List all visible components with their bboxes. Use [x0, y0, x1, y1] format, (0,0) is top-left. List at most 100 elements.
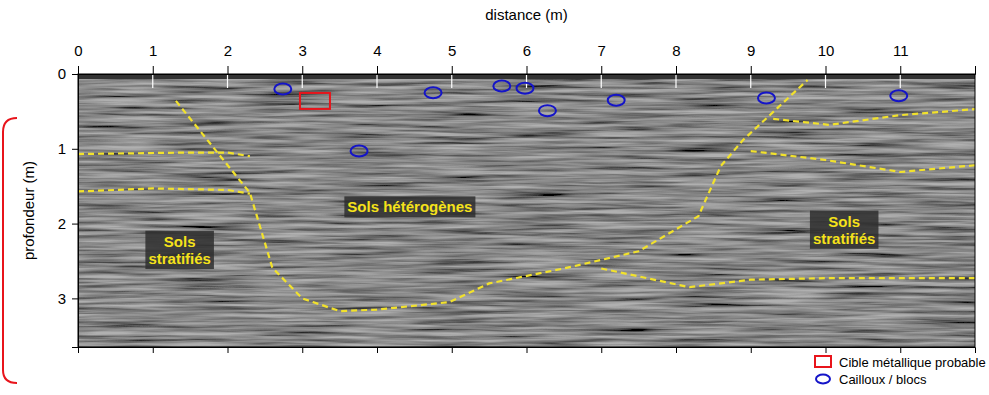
x-tick: 10	[818, 42, 835, 74]
legend-label: Cible métallique probable	[839, 355, 986, 370]
interface-line	[176, 80, 808, 311]
x-tick-bottom	[153, 347, 154, 353]
radargram-background	[78, 74, 975, 347]
y-tick-mark	[72, 298, 78, 299]
x-tick: 7	[598, 42, 606, 74]
annotation-line: Sols	[828, 213, 860, 230]
pebble	[608, 95, 625, 106]
x-tick: 8	[672, 42, 680, 74]
interface-line	[78, 188, 250, 193]
inner-ticks	[78, 74, 900, 88]
annotation: Solsstratifiés	[810, 211, 879, 249]
annotations: SolsstratifiésSols hétérogènesSolsstrati…	[145, 196, 878, 269]
y-axis: 0123	[58, 65, 79, 347]
x-tick-mark	[527, 347, 528, 353]
x-tick: 2	[224, 42, 232, 74]
annotation-line: stratifiés	[813, 230, 876, 247]
plot-area	[78, 80, 975, 311]
x-tick-bottom	[601, 347, 602, 353]
inner-tick	[750, 74, 751, 88]
interface-line	[601, 268, 975, 287]
x-tick-mark	[228, 347, 229, 353]
x-tick-label: 2	[224, 42, 232, 59]
inner-tick	[227, 74, 228, 88]
inner-tick	[451, 74, 452, 88]
x-tick: 6	[523, 42, 531, 74]
x-tick-mark	[751, 66, 752, 74]
inner-tick	[376, 74, 377, 88]
annotation: Solsstratifiés	[145, 231, 214, 269]
radargram-texture	[78, 74, 975, 347]
x-tick-bottom	[377, 347, 378, 353]
pebble	[425, 87, 442, 98]
x-tick-label: 5	[448, 42, 456, 59]
x-tick-label: 11	[893, 42, 909, 59]
pebble	[890, 90, 907, 101]
annotation-text: Sols hétérogènes	[347, 198, 472, 215]
x-tick-mark	[676, 66, 677, 74]
inner-tick	[601, 74, 602, 88]
interface-line	[773, 109, 975, 125]
y-tick-label: 2	[58, 215, 66, 232]
inner-tick	[302, 74, 303, 88]
x-tick: 5	[448, 42, 456, 74]
x-tick: 3	[299, 42, 307, 74]
y-tick-mark	[72, 149, 78, 150]
x-tick-mark	[228, 66, 229, 74]
x-tick-label: 6	[523, 42, 531, 59]
annotation-box	[810, 211, 879, 249]
x-tick-mark	[377, 66, 378, 74]
x-tick-mark	[676, 347, 677, 353]
pebble	[351, 146, 368, 157]
x-tick-mark	[601, 347, 602, 353]
x-tick-mark	[826, 347, 827, 353]
x-tick-mark	[452, 347, 453, 353]
chart: 012345678910110123distance (m)profondeur…	[0, 0, 989, 395]
x-axis-line	[79, 348, 976, 354]
x-tick-bottom	[900, 347, 901, 353]
y-tick-label: 3	[58, 290, 66, 307]
interface-line	[751, 151, 975, 172]
x-tick-label: 10	[818, 42, 835, 59]
y-axis-title: profondeur (m)	[20, 161, 37, 260]
x-tick-mark	[527, 66, 528, 74]
x-tick-bottom	[452, 347, 453, 353]
x-tick-bottom	[527, 347, 528, 353]
pebble	[493, 80, 510, 91]
x-tick-mark	[302, 347, 303, 353]
legend-marker	[815, 356, 831, 367]
annotation: Sols hétérogènes	[344, 196, 475, 217]
y-axis-line	[72, 75, 79, 348]
x-tick-mark	[826, 66, 827, 74]
x-tick: 9	[747, 42, 755, 74]
x-tick-label: 8	[672, 42, 680, 59]
inner-tick	[526, 74, 527, 88]
x-tick-mark	[601, 66, 602, 74]
y-tick: 2	[58, 215, 78, 232]
annotation-box	[344, 196, 475, 217]
legend-marker	[816, 375, 830, 384]
x-tick-mark	[900, 66, 901, 74]
y-tick-mark	[72, 224, 78, 225]
pebble	[517, 83, 534, 94]
x-tick-label: 1	[149, 42, 157, 59]
annotation-box	[145, 231, 214, 269]
annotation-line: stratifiés	[148, 250, 211, 267]
metal-target	[300, 93, 330, 109]
x-tick: 0	[74, 42, 82, 74]
x-tick-bottom	[676, 347, 677, 353]
annotation-text: Solsstratifiés	[813, 213, 876, 247]
x-tick-mark	[751, 347, 752, 353]
inner-tick	[825, 74, 826, 88]
x-tick-mark	[302, 66, 303, 74]
x-tick-bottom	[302, 347, 303, 353]
x-tick-mark	[452, 66, 453, 74]
x-tick-mark	[153, 347, 154, 353]
x-tick-bottom	[826, 347, 827, 353]
legend-label: Cailloux / blocs	[839, 372, 927, 387]
annotation-line: Sols	[164, 233, 196, 250]
y-tick-label: 0	[58, 65, 66, 82]
y-tick-mark	[72, 74, 78, 75]
x-tick-bottom	[751, 347, 752, 353]
x-axis-title: distance (m)	[485, 6, 568, 23]
